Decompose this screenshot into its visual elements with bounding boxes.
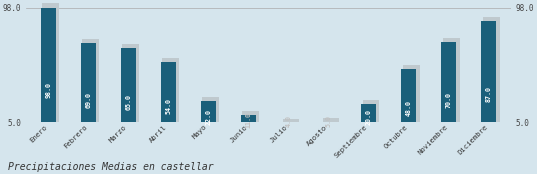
Text: 11.0: 11.0 (245, 112, 251, 128)
Text: 20.0: 20.0 (366, 109, 372, 125)
Bar (202, 97, 219, 129)
Text: 69.0: 69.0 (85, 92, 91, 108)
Bar (162, 58, 179, 129)
Bar (282, 119, 299, 129)
Bar (121, 48, 136, 129)
Text: 98.0: 98.0 (45, 82, 51, 98)
Bar (82, 39, 99, 129)
Text: 65.0: 65.0 (125, 94, 131, 110)
Bar (42, 3, 59, 129)
Bar (481, 21, 496, 129)
Bar (281, 124, 296, 129)
Text: 4.0: 4.0 (286, 115, 292, 127)
Text: 87.0: 87.0 (486, 86, 492, 102)
Text: Precipitaciones Medias en castellar: Precipitaciones Medias en castellar (8, 162, 214, 172)
Bar (161, 62, 176, 129)
Bar (321, 122, 336, 129)
Bar (201, 101, 216, 129)
Bar (243, 111, 259, 129)
Bar (122, 44, 139, 129)
Text: 70.0: 70.0 (446, 92, 452, 108)
Bar (403, 65, 419, 129)
Bar (361, 104, 376, 129)
Bar (441, 42, 456, 129)
Text: 54.0: 54.0 (165, 98, 171, 113)
Bar (362, 100, 380, 129)
Bar (323, 118, 339, 129)
Bar (443, 38, 460, 129)
Bar (81, 44, 96, 129)
Text: 48.0: 48.0 (406, 100, 412, 116)
Bar (401, 69, 416, 129)
Text: 22.0: 22.0 (206, 109, 212, 125)
Bar (483, 17, 499, 129)
Bar (41, 8, 56, 129)
Bar (241, 115, 256, 129)
Text: 5.0: 5.0 (325, 115, 331, 127)
